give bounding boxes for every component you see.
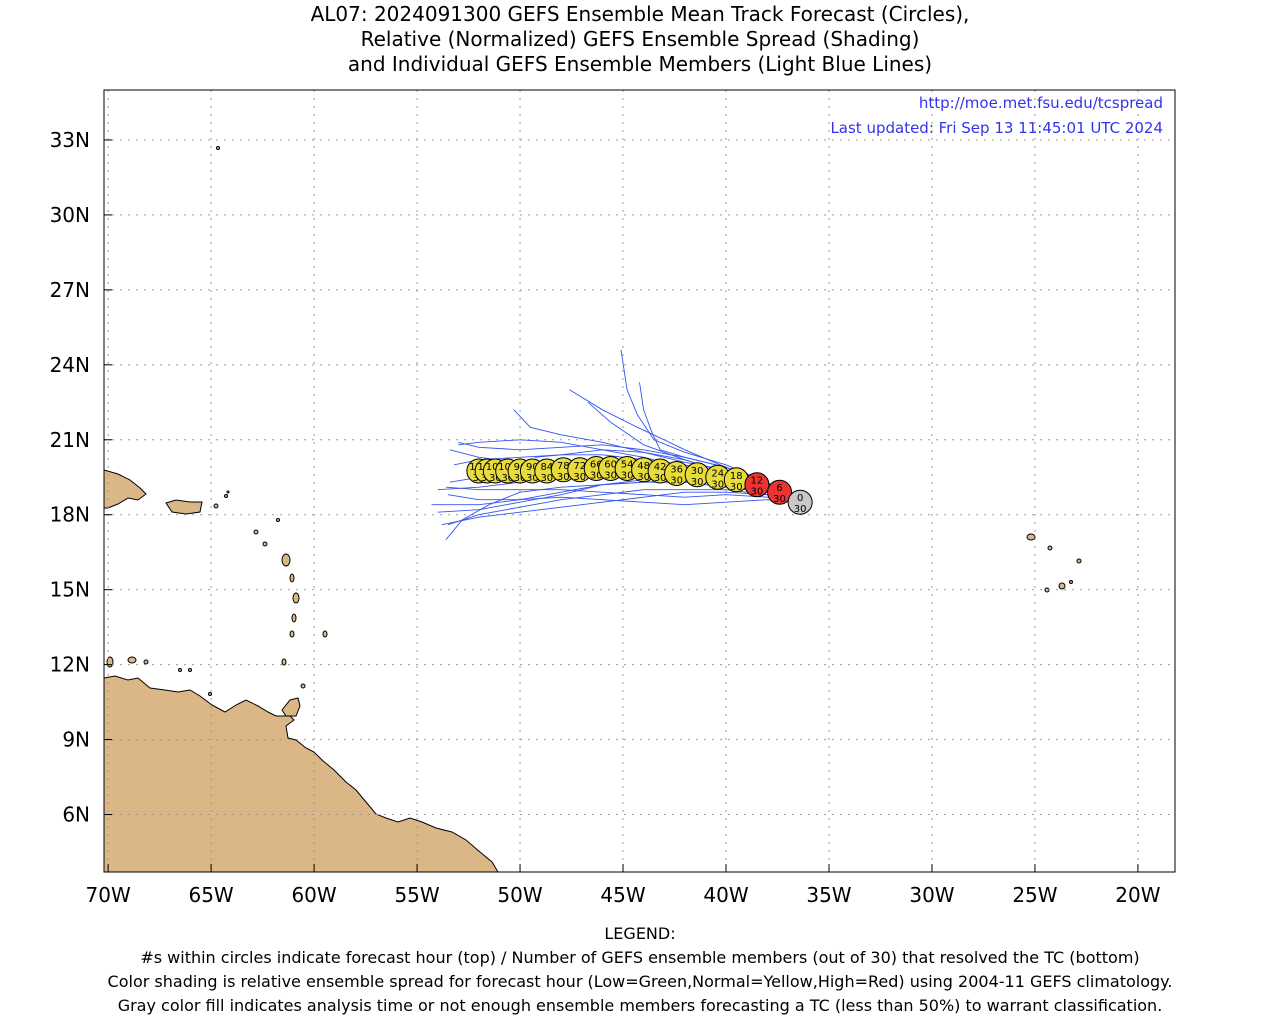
member-count-label: 30 <box>604 471 617 482</box>
forecast-hour-label: 18 <box>730 471 743 482</box>
legend-line-shading: Color shading is relative ensemble sprea… <box>107 972 1173 991</box>
x-tick-label: 60W <box>291 883 336 907</box>
forecast-hour-label: 42 <box>654 462 667 473</box>
x-tick-label: 55W <box>394 883 439 907</box>
ensemble-member-line <box>447 489 801 526</box>
member-count-label: 30 <box>514 473 527 484</box>
member-count-label: 30 <box>573 472 586 483</box>
title-line-2: Relative (Normalized) GEFS Ensemble Spre… <box>360 27 920 51</box>
forecast-hour-label: 102 <box>498 462 517 473</box>
member-count-label: 30 <box>489 473 502 484</box>
y-tick-label: 18N <box>50 503 90 527</box>
y-axis: 6N 9N 12N 15N 18N 21N 24N 27N 30N 33N <box>50 128 112 827</box>
ensemble-member-line <box>445 486 801 503</box>
plot-frame <box>103 89 1176 873</box>
member-count-label: 30 <box>794 504 807 515</box>
forecast-hour-label: 6 <box>776 483 782 494</box>
forecast-hour-label: 12 <box>751 476 764 487</box>
legend-line-gray: Gray color fill indicates analysis time … <box>117 996 1163 1015</box>
member-count-label: 30 <box>730 482 743 493</box>
member-count-label: 30 <box>670 476 683 487</box>
forecast-hour-label: 84 <box>540 462 553 473</box>
track-map: 1203011430108301023096309030843078307230… <box>50 89 1176 907</box>
map-title: AL07: 2024091300 GEFS Ensemble Mean Trac… <box>0 2 1280 77</box>
source-url[interactable]: http://moe.met.fsu.edu/tcspread <box>919 94 1163 112</box>
title-line-1: AL07: 2024091300 GEFS Ensemble Mean Trac… <box>310 2 970 26</box>
forecast-hour-label: 78 <box>557 461 570 472</box>
x-tick-label: 25W <box>1012 883 1057 907</box>
x-tick-label: 70W <box>86 883 131 907</box>
legend-heading: LEGEND: <box>604 924 676 943</box>
forecast-hour-label: 24 <box>711 468 724 479</box>
y-tick-label: 6N <box>62 803 90 827</box>
ensemble-member-tracks <box>431 349 801 540</box>
forecast-hour-label: 54 <box>621 460 634 471</box>
y-tick-label: 15N <box>50 578 90 602</box>
forecast-hour-label: 72 <box>573 461 586 472</box>
last-updated: Last updated: Fri Sep 13 11:45:01 UTC 20… <box>830 119 1163 137</box>
member-count-label: 30 <box>773 494 786 505</box>
track-point: 030 <box>787 489 813 515</box>
forecast-hour-label: 0 <box>797 493 803 504</box>
track-point: 630 <box>767 479 793 505</box>
member-count-label: 30 <box>637 472 650 483</box>
x-tick-label: 20W <box>1115 883 1160 907</box>
y-tick-label: 9N <box>62 728 90 752</box>
forecast-hour-label: 30 <box>691 466 704 477</box>
islands <box>106 146 1082 696</box>
x-tick-label: 65W <box>188 883 233 907</box>
x-tick-label: 45W <box>600 883 645 907</box>
track-circle <box>787 489 813 515</box>
member-count-label: 30 <box>501 473 514 484</box>
forecast-hour-label: 96 <box>514 462 527 473</box>
ensemble-member-line <box>447 494 801 506</box>
x-tick-label: 50W <box>497 883 542 907</box>
legend: LEGEND: #s within circles indicate forec… <box>0 922 1280 1018</box>
y-tick-label: 27N <box>50 278 90 302</box>
forecast-hour-label: 66 <box>590 460 603 471</box>
track-circle <box>744 472 770 498</box>
forecast-hour-label: 108 <box>486 462 505 473</box>
forecast-hour-label: 36 <box>670 465 683 476</box>
x-axis: 70W 65W 60W 55W 50W 45W 40W 35W 30W 25W 20W <box>86 864 1161 907</box>
member-count-label: 30 <box>691 477 704 488</box>
member-count-label: 30 <box>711 479 724 490</box>
mean-track-circles: 1203011430108301023096309030843078307230… <box>466 456 813 515</box>
x-tick-label: 35W <box>806 883 851 907</box>
member-count-label: 30 <box>590 471 603 482</box>
member-count-label: 30 <box>751 487 764 498</box>
x-tick-label: 40W <box>703 883 748 907</box>
forecast-hour-label: 90 <box>526 462 539 473</box>
member-count-label: 30 <box>540 473 553 484</box>
ensemble-member-line <box>441 491 801 526</box>
member-count-label: 30 <box>621 471 634 482</box>
member-count-label: 30 <box>654 473 667 484</box>
y-tick-label: 30N <box>50 203 90 227</box>
x-tick-label: 30W <box>909 883 954 907</box>
track-circle <box>767 479 793 505</box>
y-tick-label: 33N <box>50 128 90 152</box>
land-south-america <box>104 469 499 872</box>
member-count-label: 30 <box>557 472 570 483</box>
member-count-label: 30 <box>526 473 539 484</box>
forecast-hour-label: 48 <box>637 461 650 472</box>
legend-line-circles: #s within circles indicate forecast hour… <box>140 948 1140 967</box>
y-tick-label: 21N <box>50 428 90 452</box>
y-tick-label: 24N <box>50 353 90 377</box>
forecast-hour-label: 60 <box>604 460 617 471</box>
title-line-3: and Individual GEFS Ensemble Members (Li… <box>347 52 933 76</box>
y-tick-label: 12N <box>50 653 90 677</box>
